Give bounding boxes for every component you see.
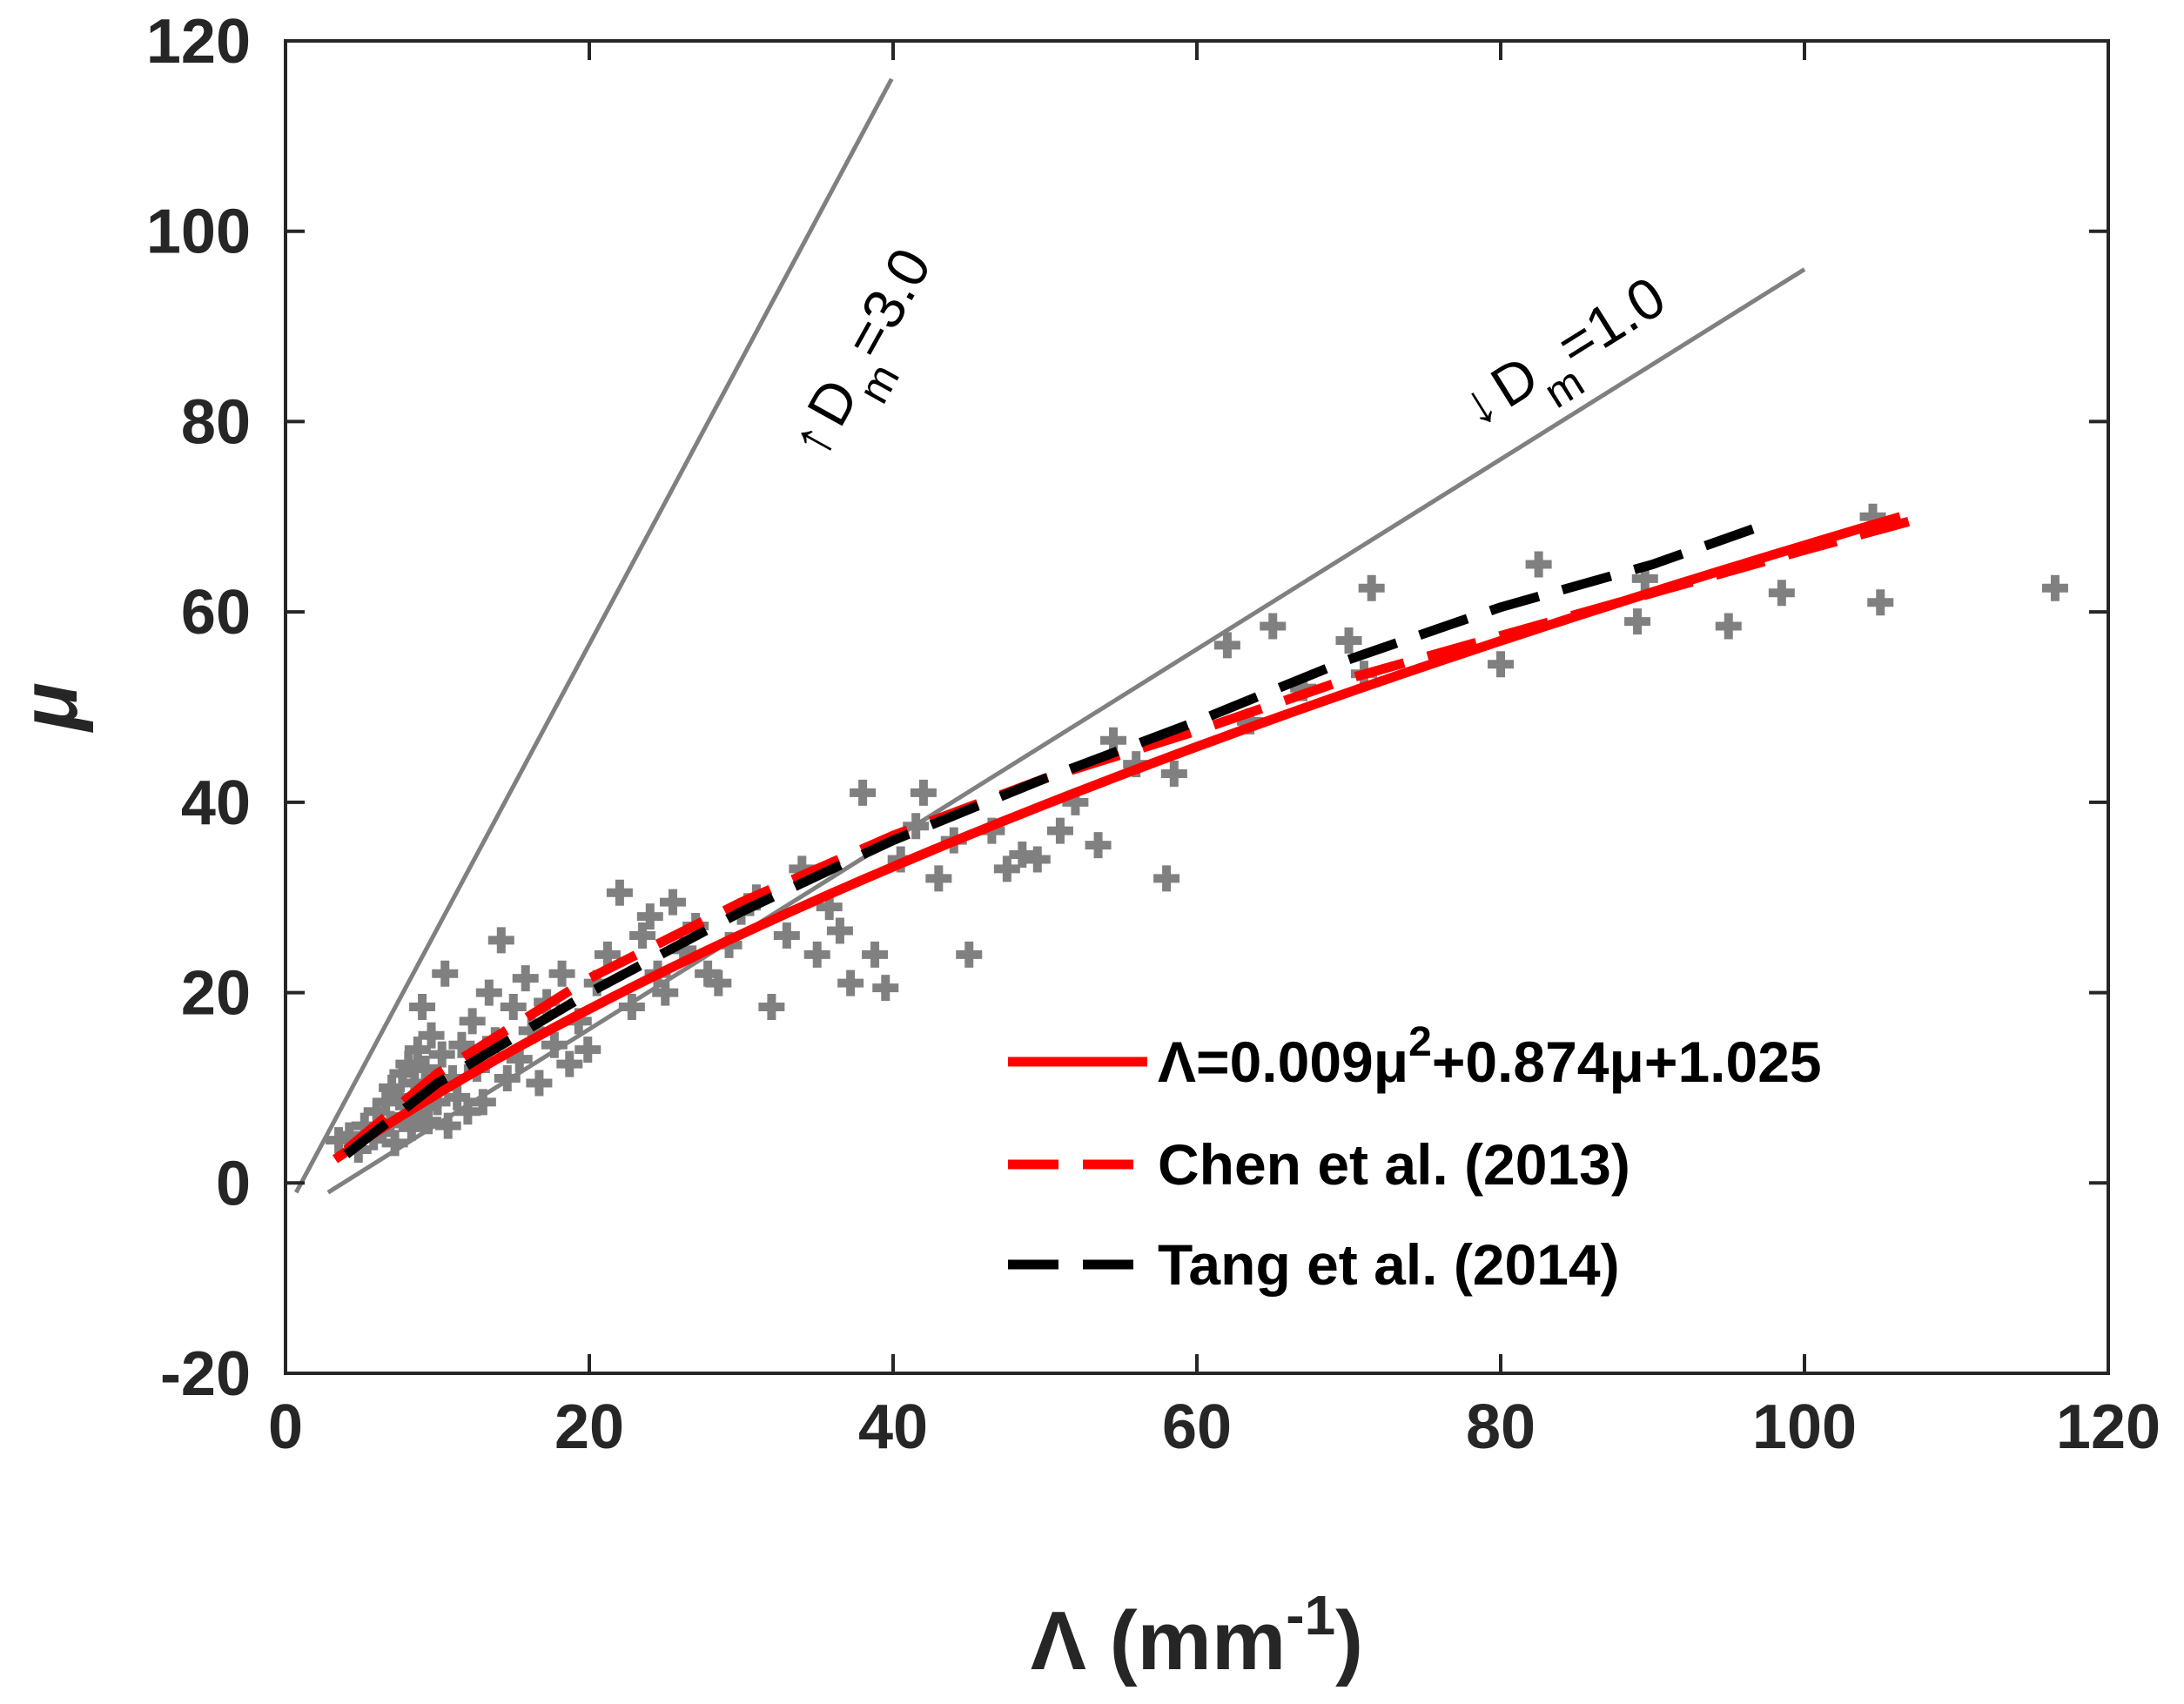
scatter-point <box>862 941 889 968</box>
scatter-point <box>454 1098 481 1125</box>
tang-2014-line <box>343 517 1776 1158</box>
scatter-point <box>432 960 459 987</box>
scatter-point <box>469 1089 496 1116</box>
scatter-point <box>803 941 830 968</box>
scatter-point <box>705 969 732 996</box>
reference-line-dm-1-0 <box>326 267 1806 1195</box>
scatter-point <box>594 941 621 968</box>
scatter-point <box>444 1083 471 1110</box>
chen-2013-line <box>343 512 1928 1154</box>
scatter-point <box>1768 580 1795 607</box>
scatter-point <box>1213 632 1240 659</box>
y-tick-label: 60 <box>181 578 251 647</box>
y-tick-label: 100 <box>146 198 251 267</box>
scatter-point <box>1009 842 1036 869</box>
legend-label-fit: Λ=0.009μ2+0.874μ+1.025 <box>1158 1019 1822 1094</box>
reference-lines <box>294 77 1806 1195</box>
scatter-point <box>373 1089 400 1116</box>
fit-lines <box>332 512 1928 1164</box>
scatter-point <box>1525 551 1552 578</box>
scatter-point <box>418 1022 445 1049</box>
scatter-point <box>872 975 899 1002</box>
scatter-point <box>409 993 436 1020</box>
y-tick-label: 40 <box>181 768 251 838</box>
scatter-point <box>428 1041 455 1068</box>
scatter-point <box>826 917 853 944</box>
x-axis-label: Λ (mm-1) <box>1031 1584 1363 1687</box>
scatter-point <box>381 1130 408 1157</box>
scatter-point <box>837 969 864 996</box>
scatter-point <box>512 965 539 992</box>
scatter-point <box>541 1031 568 1058</box>
legend: Λ=0.009μ2+0.874μ+1.025 Chen et al. (2013… <box>1008 1019 1822 1297</box>
scatter-point <box>910 779 937 806</box>
y-tick-label: 120 <box>146 7 251 77</box>
scatter-point <box>903 813 930 840</box>
scatter-point <box>659 889 686 916</box>
scatter-point <box>956 941 983 968</box>
y-tick-label: 80 <box>181 387 251 457</box>
scatter-point <box>993 855 1020 882</box>
scatter-point <box>459 1008 486 1035</box>
scatter-point <box>850 779 877 806</box>
scatter-point <box>925 865 952 892</box>
x-tick-label: 80 <box>1466 1392 1536 1462</box>
scatter-point <box>652 979 679 1006</box>
scatter-point <box>1715 613 1742 640</box>
scatter-point <box>494 1064 521 1091</box>
scatter-point <box>629 922 656 949</box>
scatter-point <box>2041 574 2068 601</box>
scatter-point <box>1085 832 1112 859</box>
scatter-point <box>575 1036 601 1063</box>
scatter-point <box>773 922 800 949</box>
legend-label-tang: Tang et al. (2014) <box>1158 1232 1620 1297</box>
scatter-point <box>1488 651 1514 678</box>
scatter-point <box>398 1114 425 1141</box>
scatter-point <box>1624 608 1651 635</box>
scatter-point <box>404 1036 431 1063</box>
y-tick-label: -20 <box>160 1339 251 1409</box>
y-axis-label: μ <box>5 682 94 733</box>
scatter-point <box>1160 761 1187 788</box>
scatter-point <box>618 993 645 1020</box>
y-tick-label: 20 <box>181 959 251 1029</box>
x-tick-label: 0 <box>268 1392 303 1462</box>
scatter-point <box>1358 574 1385 601</box>
x-tick-label: 60 <box>1162 1392 1232 1462</box>
x-tick-label: 100 <box>1752 1392 1857 1462</box>
scatter-point <box>1046 817 1073 844</box>
scatter-point <box>636 903 663 930</box>
scatter-point <box>556 1050 583 1077</box>
scatter-point <box>1153 865 1180 892</box>
scatter-point <box>415 1108 442 1135</box>
scatter-point <box>606 879 633 906</box>
scatter-point <box>526 1070 553 1097</box>
scatter-point <box>500 993 527 1020</box>
legend-label-chen: Chen et al. (2013) <box>1158 1132 1630 1197</box>
x-tick-label: 40 <box>858 1392 928 1462</box>
scatter-point <box>434 1112 461 1139</box>
scatter-point <box>487 927 514 954</box>
fit-line <box>332 512 1902 1164</box>
scatter-point <box>758 993 785 1020</box>
y-tick-label: 0 <box>216 1149 251 1218</box>
scatter-point <box>1867 589 1894 616</box>
scatter-point <box>475 979 502 1006</box>
x-tick-label: 120 <box>2056 1392 2160 1462</box>
scatter-point <box>395 1050 422 1077</box>
scatter-point <box>1260 613 1287 640</box>
x-tick-label: 20 <box>554 1392 624 1462</box>
scatter-point <box>1024 846 1051 873</box>
reference-line-dm-3-0 <box>294 77 894 1194</box>
scatter-point <box>548 960 575 987</box>
scatter-point <box>1335 627 1362 654</box>
